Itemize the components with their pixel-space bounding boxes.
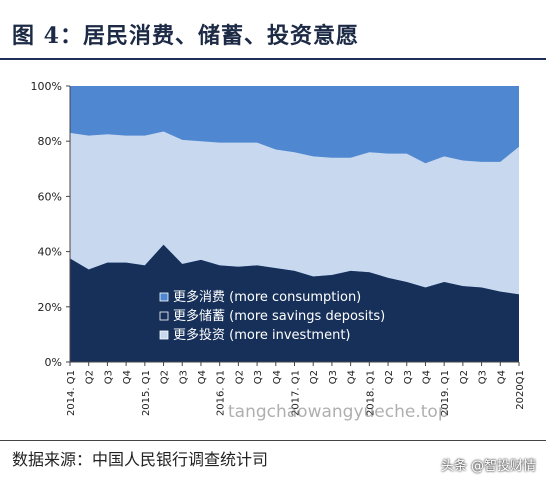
y-tick-label: 0% [45, 356, 62, 369]
legend-swatch-consumption [159, 292, 169, 302]
x-tick-label: 2016. Q1 [216, 370, 227, 416]
x-tick-label: Q3 [103, 370, 114, 384]
brand-watermark: 头条 @智投财情 [440, 459, 536, 474]
x-axis: 2014. Q1 Q2 Q3 Q4 2015. Q1 Q2 Q3 Q4 2016. Q1 Q2 Q3… [66, 361, 526, 416]
watermark-text: tangchaowangyueche.top [228, 402, 449, 422]
x-tick-label: 2015. Q1 [141, 370, 152, 416]
legend-label-savings: 更多储蓄 (more savings deposits) [173, 308, 385, 324]
legend-label-consumption: 更多消费 (more consumption) [173, 289, 361, 305]
title-divider [0, 58, 546, 60]
series-area-savings [70, 244, 519, 362]
x-tick-label: Q2 [459, 370, 470, 384]
x-tick-label: Q2 [384, 370, 395, 384]
x-tick-label: Q3 [478, 370, 489, 384]
x-tick-label: 2020Q1 [515, 370, 526, 410]
legend-label-investment: 更多投资 (more investment) [173, 327, 351, 343]
x-tick-label: 2014. Q1 [66, 370, 77, 416]
x-tick-label: Q4 [122, 370, 133, 384]
x-tick-label: Q4 [496, 370, 507, 384]
y-tick-label: 80% [38, 135, 62, 148]
y-tick-label: 60% [38, 190, 62, 203]
legend: 更多消费 (more consumption) 更多储蓄 (more saving… [159, 289, 385, 343]
x-tick-label: 2018. Q1 [365, 370, 376, 416]
x-tick-label: Q2 [85, 370, 96, 384]
x-tick-label: Q3 [403, 370, 414, 384]
y-tick-label: 100% [31, 80, 62, 93]
x-tick-label: Q4 [272, 370, 283, 384]
legend-swatch-investment [159, 330, 169, 340]
x-tick-label: Q3 [328, 370, 339, 384]
plot-area [70, 86, 519, 362]
page-title: 图 4：居民消费、储蓄、投资意愿 [12, 23, 359, 49]
x-tick-label: Q3 [253, 370, 264, 384]
source-note: 数据来源：中国人民银行调查统计司 [12, 450, 269, 469]
y-tick-label: 40% [38, 246, 62, 259]
x-tick-label: Q4 [421, 370, 432, 384]
x-tick-label: Q2 [234, 370, 245, 384]
series-area-investment [70, 131, 519, 295]
legend-swatch-savings [159, 311, 169, 321]
series-area-consumption [70, 86, 519, 164]
x-tick-label: Q4 [347, 370, 358, 384]
y-tick-label: 20% [38, 301, 62, 314]
x-tick-label: 2017. Q1 [291, 370, 302, 416]
source-divider [0, 440, 546, 441]
stacked-area-chart: 0% 20% 40% 60% 80% 100% 2014. Q1 Q2 Q3 Q4 2015. Q… [31, 80, 526, 416]
x-tick-label: Q3 [178, 370, 189, 384]
x-tick-label: Q2 [160, 370, 171, 384]
x-tick-label: Q4 [197, 370, 208, 384]
y-axis: 0% 20% 40% 60% 80% 100% [31, 80, 71, 369]
x-tick-label: Q2 [309, 370, 320, 384]
x-tick-label: 2019. Q1 [440, 370, 451, 416]
